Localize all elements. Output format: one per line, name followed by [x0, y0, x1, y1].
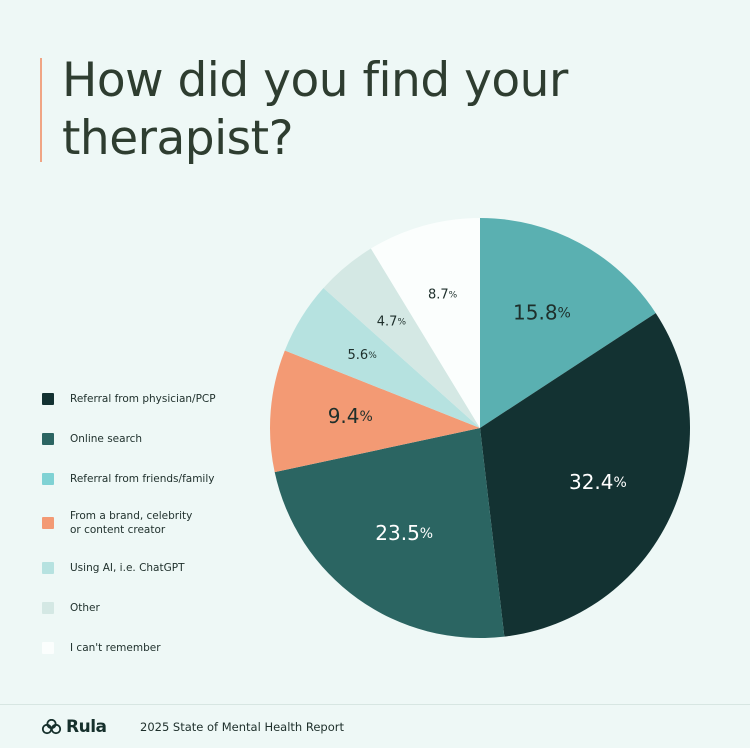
legend-label: Other [70, 602, 100, 614]
pie-slice [480, 218, 656, 428]
pie-slice [370, 218, 480, 428]
footer-divider [0, 704, 750, 705]
legend-swatch [42, 562, 54, 574]
legend-item: From a brand, celebrity or content creat… [42, 509, 192, 537]
pie-slice [274, 428, 505, 638]
pie-slice [284, 288, 480, 428]
legend-label: I can't remember [70, 642, 161, 654]
legend-label: Using AI, i.e. ChatGPT [70, 562, 185, 574]
pie-slice [323, 248, 480, 428]
legend-item: Referral from friends/family [42, 472, 214, 486]
data-label: 23.5% [375, 520, 433, 544]
legend-swatch [42, 602, 54, 614]
pie-slice [480, 313, 690, 637]
data-label: 8.7% [428, 287, 458, 302]
legend-swatch [42, 393, 54, 405]
legend-item: Referral from physician/PCP [42, 392, 216, 406]
report-label: 2025 State of Mental Health Report [140, 720, 344, 734]
legend-item: Other [42, 601, 100, 615]
legend-swatch [42, 433, 54, 445]
legend-label: From a brand, celebrity or content creat… [70, 510, 193, 536]
legend-item: Using AI, i.e. ChatGPT [42, 561, 185, 575]
legend-swatch [42, 517, 54, 529]
data-label: 5.6% [348, 348, 378, 363]
pie-slice [270, 350, 480, 473]
data-label: 4.7% [377, 314, 407, 329]
title-accent-bar [40, 58, 42, 162]
data-label: 9.4% [328, 404, 373, 428]
data-label: 15.8% [513, 300, 571, 324]
legend-item: Online search [42, 432, 142, 446]
legend-swatch [42, 473, 54, 485]
legend-swatch [42, 642, 54, 654]
data-label: 32.4% [569, 470, 627, 494]
rula-logo[interactable]: Rula [40, 717, 107, 737]
legend-label: Referral from friends/family [70, 473, 215, 485]
legend-item: I can't remember [42, 641, 161, 655]
legend-label: Online search [70, 433, 143, 445]
chart-title: How did you find your therapist? [62, 53, 568, 166]
rula-logo-icon [41, 719, 62, 735]
rula-logo-text: Rula [66, 717, 107, 737]
legend-label: Referral from physician/PCP [70, 393, 216, 405]
